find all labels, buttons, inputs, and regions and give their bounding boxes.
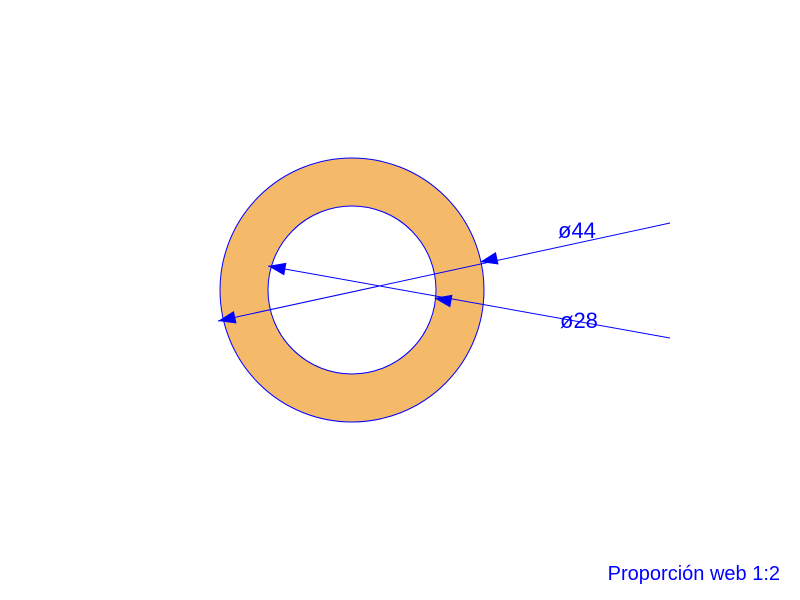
ring-cross-section: [220, 158, 484, 422]
scale-footer-text: Proporción web 1:2: [608, 563, 780, 585]
dimension-arrowhead: [480, 252, 499, 265]
inner-diameter-label: ø28: [560, 308, 598, 333]
outer-diameter-label: ø44: [558, 218, 596, 243]
